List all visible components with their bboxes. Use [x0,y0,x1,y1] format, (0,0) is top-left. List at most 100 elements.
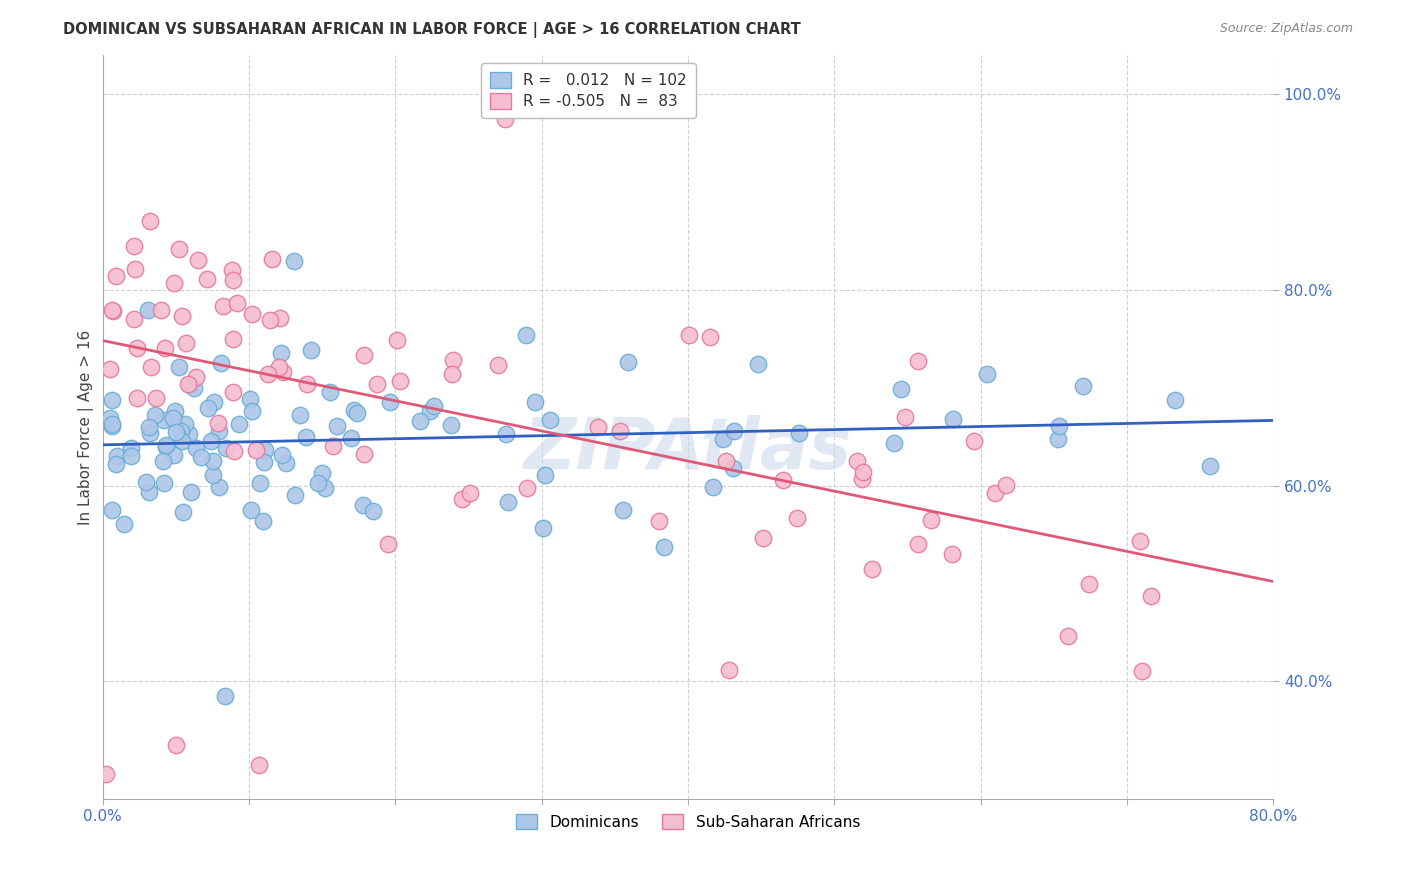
Point [105,268,128,283]
Point [326,419,349,434]
Point [440,418,463,433]
Point [112,516,135,531]
Point [890,382,912,396]
Point [103,303,125,318]
Point [752,531,775,545]
Point [105,449,128,463]
Point [711,432,734,446]
Point [851,465,873,479]
Point [162,448,184,462]
Point [138,485,160,500]
Point [388,374,411,388]
Point [846,454,869,468]
Point [209,356,232,370]
Point [1057,629,1080,643]
Point [162,410,184,425]
Point [211,299,233,313]
Point [262,252,284,267]
Point [361,504,384,518]
Point [718,663,741,677]
Point [247,757,270,772]
Point [283,253,305,268]
Point [187,253,209,268]
Legend: Dominicans, Sub-Saharan Africans: Dominicans, Sub-Saharan Africans [510,807,866,836]
Point [179,377,201,392]
Point [143,409,166,423]
Point [222,385,245,400]
Point [253,442,276,457]
Point [222,332,245,346]
Point [1199,458,1222,473]
Point [240,403,263,417]
Point [496,495,519,509]
Point [716,454,738,468]
Point [941,547,963,561]
Point [202,394,225,409]
Point [207,416,229,430]
Point [907,354,929,368]
Point [162,276,184,290]
Y-axis label: In Labor Force | Age > 16: In Labor Force | Age > 16 [79,329,94,524]
Point [208,424,231,438]
Point [288,408,311,422]
Point [120,441,142,455]
Point [256,368,278,382]
Point [340,431,363,445]
Point [183,381,205,395]
Point [124,261,146,276]
Point [699,330,721,344]
Point [267,360,290,375]
Point [124,239,146,253]
Point [346,406,368,420]
Point [994,477,1017,491]
Point [224,443,246,458]
Point [942,412,965,426]
Point [648,514,671,528]
Point [208,480,231,494]
Point [138,420,160,434]
Point [221,263,243,277]
Point [120,449,142,463]
Point [617,354,640,368]
Point [920,513,942,527]
Point [138,426,160,441]
Point [524,395,547,409]
Point [612,503,634,517]
Point [860,562,883,576]
Point [380,395,402,409]
Point [271,448,294,462]
Point [274,456,297,470]
Point [1071,379,1094,393]
Point [174,336,197,351]
Point [180,485,202,500]
Point [100,418,122,433]
Point [353,447,375,461]
Point [353,347,375,361]
Point [100,303,122,318]
Point [311,466,333,480]
Point [249,476,271,491]
Point [409,414,432,428]
Point [101,417,124,431]
Point [136,302,159,317]
Point [343,403,366,417]
Point [167,242,190,256]
Point [1047,432,1070,446]
Point [165,425,187,439]
Point [894,409,917,424]
Point [652,540,675,554]
Point [963,434,986,448]
Point [385,333,408,347]
Point [197,401,219,416]
Point [531,521,554,535]
Point [98,361,121,376]
Point [200,434,222,449]
Point [152,453,174,467]
Point [299,343,322,358]
Point [1130,665,1153,679]
Point [422,399,444,413]
Point [245,443,267,458]
Point [284,488,307,502]
Point [153,341,176,355]
Point [135,475,157,489]
